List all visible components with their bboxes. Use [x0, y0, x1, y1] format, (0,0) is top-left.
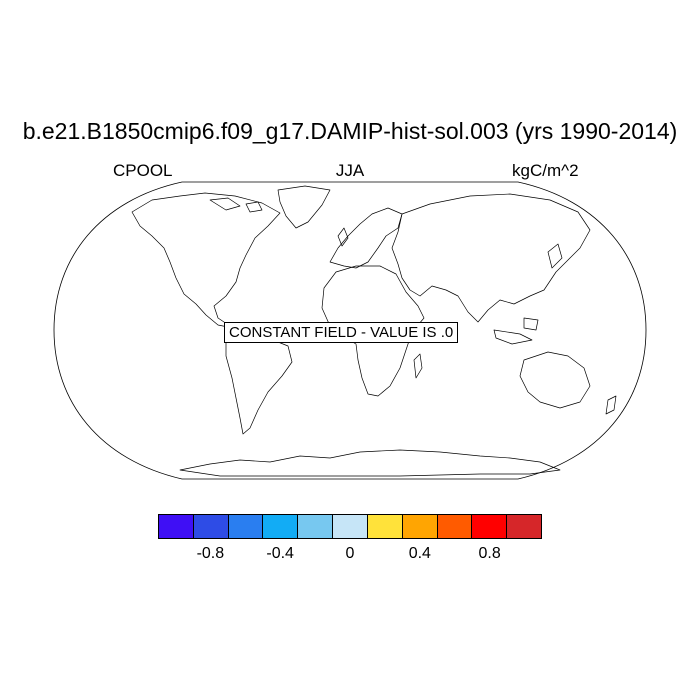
- colorbar-tick-label: -0.4: [266, 545, 294, 562]
- plot-title: b.e21.B1850cmip6.f09_g17.DAMIP-hist-sol.…: [22, 118, 678, 144]
- colorbar-swatch: [333, 515, 368, 538]
- coastline-new-zealand: [605, 395, 617, 415]
- colorbar-swatch: [402, 515, 438, 538]
- colorbar-tick-label: -0.8: [196, 545, 225, 562]
- coastline-uk: [337, 227, 349, 247]
- colorbar-tick-label: 0.8: [478, 545, 501, 562]
- coastline-indonesia: [493, 317, 539, 345]
- colorbar-swatch: [298, 515, 334, 538]
- coastline-asia: [391, 193, 591, 323]
- colorbar-tick-label: 0: [345, 545, 355, 562]
- colorbar-swatch: [193, 515, 229, 538]
- colorbar-ticks: -0.8 -0.4 0 0.4 0.8: [0, 545, 700, 569]
- coastline-madagascar: [413, 353, 423, 379]
- constant-field-annotation: CONSTANT FIELD - VALUE IS .0: [224, 322, 459, 343]
- coastline-antarctica: [179, 449, 561, 477]
- variable-label: CPOOL: [113, 161, 173, 180]
- coastline-australia: [519, 351, 591, 409]
- coastline-europe: [329, 207, 403, 269]
- coastline-arctic-islands: [209, 197, 263, 213]
- colorbar-swatch: [472, 515, 508, 538]
- colorbar-swatch: [507, 515, 541, 538]
- colorbar-swatch: [367, 515, 403, 538]
- coastline-greenland: [277, 185, 331, 229]
- units-label: kgC/m^2: [512, 161, 579, 180]
- colorbar-tick-label: 0.4: [408, 545, 431, 562]
- coastline-japan: [547, 243, 563, 269]
- colorbar-swatch: [159, 515, 194, 538]
- colorbar-swatch: [437, 515, 473, 538]
- coastline-north-america: [131, 192, 281, 329]
- season-label: JJA: [335, 161, 365, 180]
- colorbar: [158, 514, 542, 539]
- colorbar-swatch: [228, 515, 264, 538]
- colorbar-swatch: [263, 515, 299, 538]
